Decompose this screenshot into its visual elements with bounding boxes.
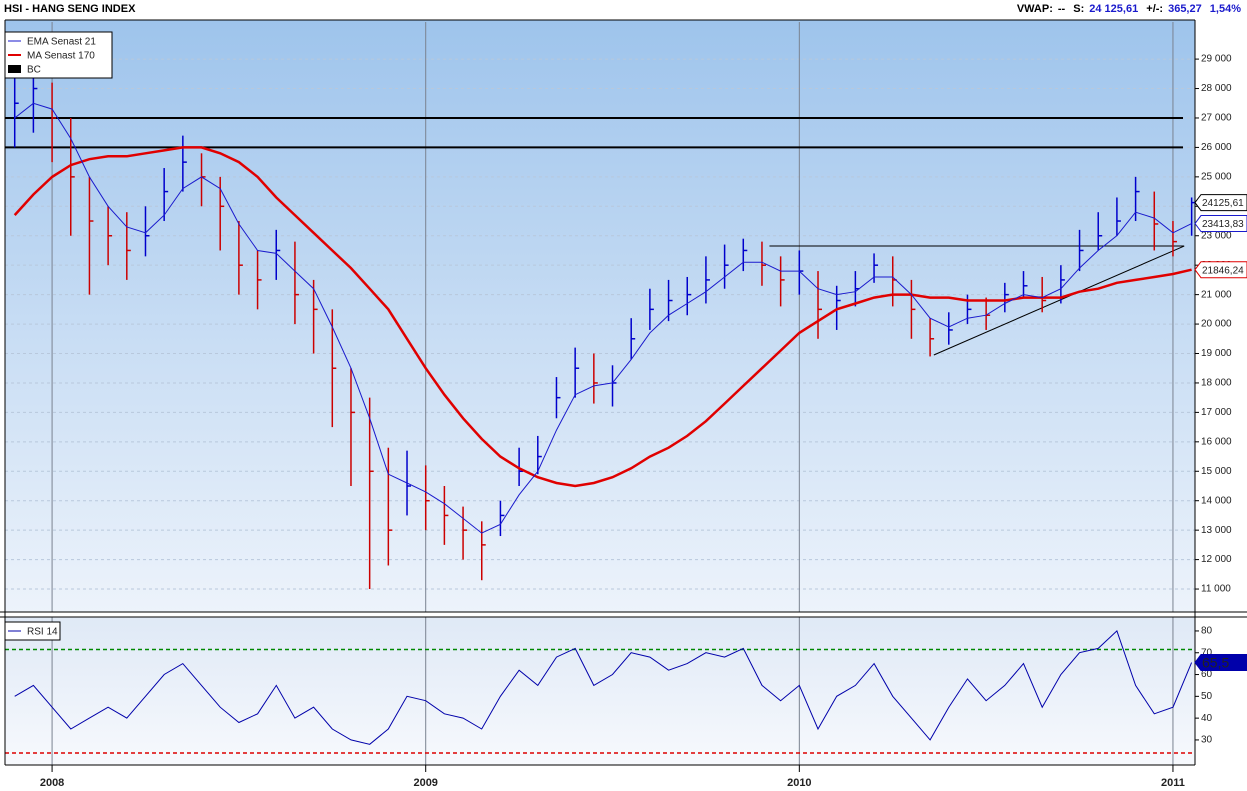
y-tick-label: 70 bbox=[1201, 647, 1213, 658]
x-tick-label: 2011 bbox=[1161, 777, 1185, 789]
y-tick-label: 60 bbox=[1201, 669, 1213, 680]
header-stats: VWAP: -- S: 24 125,61 +/-: 365,27 1,54% bbox=[1012, 3, 1241, 15]
header-title: HSI - HANG SENG INDEX bbox=[4, 3, 136, 15]
last-value-label: 65,5 bbox=[1202, 654, 1229, 670]
header: HSI - HANG SENG INDEX VWAP: -- S: 24 125,6… bbox=[0, 0, 1247, 18]
y-tick-label: 23 000 bbox=[1201, 230, 1232, 241]
y-tick-label: 14 000 bbox=[1201, 495, 1232, 506]
series-line bbox=[13, 146, 1192, 488]
legend-label: RSI 14 bbox=[27, 627, 58, 638]
y-tick-label: 50 bbox=[1201, 691, 1213, 702]
trend-line bbox=[933, 245, 1185, 356]
y-tick-label: 25 000 bbox=[1201, 172, 1232, 183]
x-tick-label: 2009 bbox=[413, 777, 437, 789]
y-tick-label: 13 000 bbox=[1201, 525, 1232, 536]
y-tick-label: 12 000 bbox=[1201, 554, 1232, 565]
last-value-box bbox=[1194, 261, 1247, 279]
last-value-box bbox=[1194, 194, 1247, 212]
legend-label: MA Senast 170 bbox=[27, 51, 95, 62]
y-tick-label: 11 000 bbox=[1201, 584, 1231, 595]
y-tick-label: 16 000 bbox=[1201, 436, 1232, 447]
s-label: S: bbox=[1073, 3, 1085, 15]
y-tick-label: 21 000 bbox=[1201, 289, 1232, 300]
rsi-panel-bg bbox=[5, 617, 1195, 765]
y-tick-label: 28 000 bbox=[1201, 83, 1232, 94]
y-tick-label: 19 000 bbox=[1201, 348, 1232, 359]
y-tick-label: 20 000 bbox=[1201, 319, 1232, 330]
y-tick-label: 30 bbox=[1201, 735, 1213, 746]
legend-label: EMA Senast 21 bbox=[27, 37, 96, 48]
s-value: 24 125,61 bbox=[1089, 3, 1139, 15]
last-value-label: 24125,61 bbox=[1202, 198, 1244, 209]
series-line bbox=[14, 102, 1192, 534]
change-pct: 1,54% bbox=[1209, 3, 1241, 15]
legend-box bbox=[4, 621, 61, 641]
last-value-box bbox=[1194, 215, 1247, 233]
y-tick-label: 26 000 bbox=[1201, 142, 1232, 153]
last-value-label: 23413,83 bbox=[1202, 219, 1244, 230]
last-value-box bbox=[1194, 654, 1247, 672]
y-tick-label: 80 bbox=[1201, 626, 1213, 637]
y-tick-label: 29 000 bbox=[1201, 54, 1232, 65]
legend-swatch bbox=[8, 65, 21, 73]
vwap: -- bbox=[1057, 3, 1066, 15]
y-tick-label: 27 000 bbox=[1201, 113, 1232, 124]
series-line bbox=[14, 630, 1193, 745]
legend-box bbox=[4, 31, 113, 79]
y-tick-label: 18 000 bbox=[1201, 378, 1232, 389]
x-tick-label: 2010 bbox=[787, 777, 811, 789]
change: 365,27 bbox=[1168, 3, 1202, 15]
price-panel-bg bbox=[5, 20, 1195, 612]
plot-layer bbox=[5, 22, 1196, 765]
legend-label: BC bbox=[27, 65, 41, 76]
y-tick-label: 17 000 bbox=[1201, 407, 1232, 418]
y-tick-label: 40 bbox=[1201, 713, 1213, 724]
change-label: +/-: bbox=[1146, 3, 1164, 15]
y-tick-label: 15 000 bbox=[1201, 466, 1232, 477]
last-value-label: 21846,24 bbox=[1202, 265, 1244, 276]
x-tick-label: 2008 bbox=[40, 777, 64, 789]
vwap-label: VWAP: bbox=[1016, 3, 1053, 15]
